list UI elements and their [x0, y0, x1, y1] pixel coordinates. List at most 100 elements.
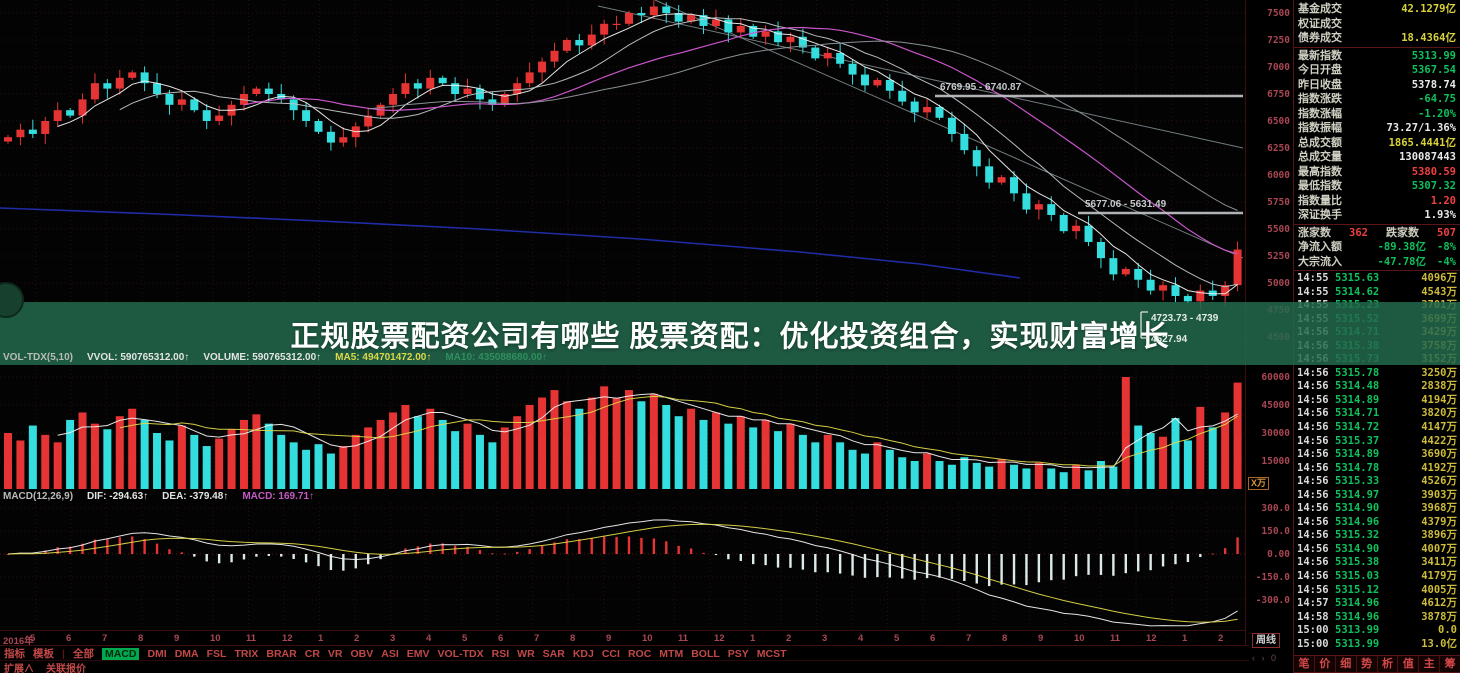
quote-label: 债券成交: [1298, 32, 1342, 44]
indicator-tab-asi[interactable]: ASI: [381, 647, 399, 660]
indicator-tab-obv[interactable]: OBV: [350, 647, 374, 660]
svg-text:6769.95 - 6740.87: 6769.95 - 6740.87: [940, 82, 1022, 93]
indicator-tab-vol-tdx[interactable]: VOL-TDX: [437, 647, 484, 660]
quote-tab-值[interactable]: 值: [1397, 656, 1418, 672]
indicator-tab-sar[interactable]: SAR: [542, 647, 565, 660]
tick-volume: 4005万: [1421, 583, 1457, 596]
quote-label: 深证换手: [1298, 209, 1342, 221]
counts-cell: 507: [1437, 226, 1456, 239]
timeline-month-label: 6: [66, 633, 72, 644]
macd-chart[interactable]: [0, 503, 1245, 630]
tick-row: 14:56 5314.48 2838万: [1294, 380, 1460, 394]
pane-nav-controls[interactable]: ‹ › 0: [1252, 653, 1279, 663]
quote-tab-细[interactable]: 细: [1334, 656, 1356, 672]
indicator-tab-全部[interactable]: 全部: [72, 648, 94, 660]
quote-row-总成交量: 总成交量 130087443: [1294, 150, 1460, 165]
indicator-tab-kdj[interactable]: KDJ: [572, 647, 594, 660]
tick-time: 14:56: [1297, 475, 1329, 488]
indicator-tab-psy[interactable]: PSY: [727, 647, 749, 660]
tick-price: 5314.90: [1335, 542, 1380, 555]
timeline-month-label: 4: [426, 633, 432, 644]
quote-tab-价[interactable]: 价: [1313, 656, 1335, 672]
counts-cell: 涨家数: [1298, 226, 1331, 239]
timeline-month-label: 12: [282, 633, 293, 644]
quote-value: 1865.4441亿: [1388, 136, 1456, 149]
toolbar2-item-关联报价[interactable]: 关联报价: [46, 664, 86, 673]
indicator-tab-macd[interactable]: MACD: [101, 647, 140, 660]
toolbar2-item-扩展∧[interactable]: 扩展∧: [4, 664, 34, 673]
svg-text:5677.06 - 5631.49: 5677.06 - 5631.49: [1085, 199, 1167, 210]
quote-label: 大宗流入: [1298, 255, 1342, 268]
tick-time: 14:56: [1297, 515, 1329, 528]
quote-tab-筹[interactable]: 筹: [1439, 656, 1460, 672]
indicator-tab-mtm[interactable]: MTM: [659, 647, 684, 660]
timeline-month-label: 10: [642, 633, 653, 644]
tick-price: 5313.99: [1335, 624, 1380, 637]
volume-bar-chart[interactable]: [0, 366, 1245, 490]
timeline-month-label: 4: [858, 633, 864, 644]
tick-row: 14:56 5315.12 4005万: [1294, 584, 1460, 598]
tick-price: 5315.63: [1335, 272, 1380, 284]
tick-price: 5315.78: [1335, 366, 1380, 379]
timeline-month-label: 6: [498, 633, 504, 644]
tick-row: 14:55 5315.63 4096万: [1294, 272, 1460, 286]
price-tick-6500: 6500: [1267, 116, 1290, 127]
flow-value: -89.38亿: [1377, 241, 1426, 253]
volume-tick-30000: 30000: [1261, 428, 1290, 439]
tick-price: 5314.90: [1335, 502, 1380, 515]
quote-value: 18.4364亿: [1401, 32, 1456, 44]
quote-tab-主[interactable]: 主: [1418, 656, 1439, 672]
toolbar-tab-模板[interactable]: 模板: [33, 648, 54, 660]
quote-tab-势[interactable]: 势: [1355, 656, 1377, 672]
quote-label: 指数涨幅: [1298, 107, 1342, 120]
indicator-tab-dma[interactable]: DMA: [174, 647, 199, 660]
indicator-tab-emv[interactable]: EMV: [406, 647, 430, 660]
tick-price: 5314.78: [1335, 461, 1380, 474]
indicator-tab-fsl[interactable]: FSL: [206, 647, 227, 660]
quote-row-counts: 涨家数 362 跌家数 507: [1294, 226, 1460, 241]
period-weekly-button[interactable]: 周线: [1252, 633, 1280, 648]
indicator-tab-vr[interactable]: VR: [327, 647, 343, 660]
quote-tab-析[interactable]: 析: [1376, 656, 1398, 672]
tick-time: 14:58: [1297, 610, 1329, 623]
promo-banner-overlay: 正规股票配资公司有哪些 股票资配：优化投资组合，实现财富增长: [0, 282, 1460, 365]
volume-tick-60000: 60000: [1261, 372, 1290, 383]
timeline-month-label: 8: [570, 633, 576, 644]
quote-row-指数振幅: 指数振幅 73.27/1.36%: [1294, 121, 1460, 136]
counts-cell: 跌家数: [1386, 226, 1419, 239]
timeline-month-label: 2: [786, 633, 792, 644]
timeline-month-label: 9: [606, 633, 612, 644]
main-candlestick-chart[interactable]: 6769.95 - 6740.87 5677.06 - 5631.49: [0, 0, 1245, 352]
indicator-tab-trix[interactable]: TRIX: [234, 647, 259, 660]
tick-volume: 3903万: [1421, 488, 1457, 501]
tick-price: 5314.62: [1335, 285, 1380, 298]
indicator-tab-cci[interactable]: CCI: [601, 647, 620, 660]
indicator-tab-boll[interactable]: BOLL: [691, 647, 720, 660]
quote-row-债券成交: 债券成交 18.4364亿: [1294, 31, 1460, 46]
indicator-tab-wr[interactable]: WR: [517, 647, 535, 660]
tick-row: 14:56 5315.38 3411万: [1294, 556, 1460, 570]
quote-value: -64.75: [1418, 93, 1456, 105]
indicator-tab-brar[interactable]: BRAR: [266, 647, 297, 660]
macd-tick-300.0: 300.0: [1261, 503, 1290, 515]
indicator-tab-mcst[interactable]: MCST: [756, 647, 787, 660]
tick-time: 14:56: [1297, 448, 1329, 461]
tick-row: 14:57 5314.96 4612万: [1294, 597, 1460, 611]
indicator-tab-roc[interactable]: ROC: [627, 647, 652, 660]
tick-volume: 4543万: [1421, 285, 1457, 298]
indicator-tab-rsi[interactable]: RSI: [491, 647, 510, 660]
quote-tab-笔[interactable]: 笔: [1298, 658, 1310, 670]
volume-tick-45000: 45000: [1261, 400, 1290, 411]
tick-row: 14:56 5315.32 3896万: [1294, 529, 1460, 543]
tick-row: 15:00 5313.99 0.0: [1294, 624, 1460, 638]
toolbar-tab-指标[interactable]: 指标: [4, 648, 25, 660]
tick-price: 5315.12: [1335, 583, 1380, 596]
indicator-tab-cr[interactable]: CR: [304, 647, 320, 660]
tick-price: 5314.71: [1335, 407, 1380, 420]
indicator-tab-dmi[interactable]: DMI: [147, 647, 167, 660]
tick-price: 5315.32: [1335, 529, 1380, 542]
tick-time: 15:00: [1297, 624, 1329, 637]
price-tick-6750: 6750: [1267, 89, 1290, 100]
price-annotation-overlay: 4723.73 - 4739 4527.94: [1140, 311, 1219, 345]
